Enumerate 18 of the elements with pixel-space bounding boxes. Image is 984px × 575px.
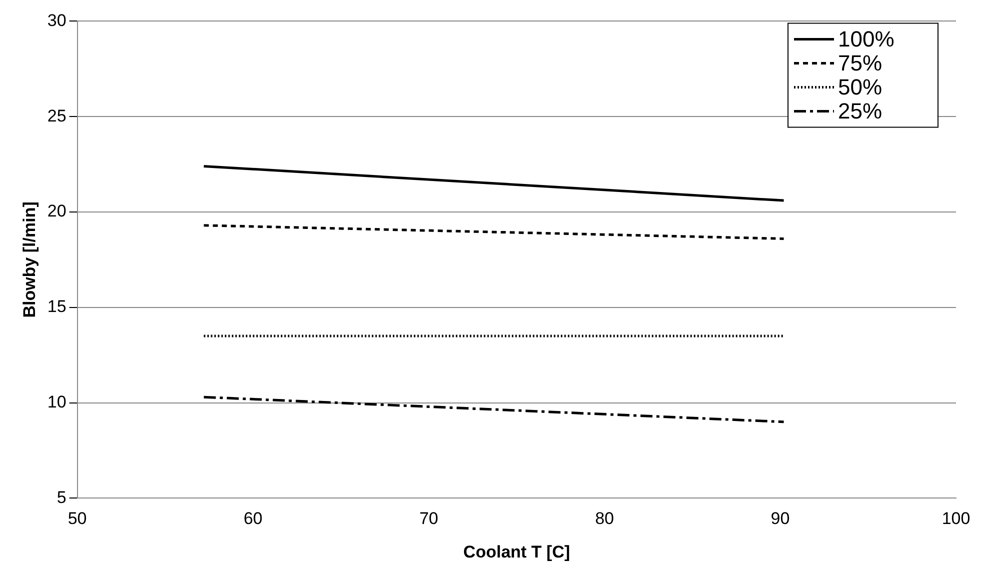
legend-label: 25% bbox=[838, 98, 882, 124]
y-tick-label: 25 bbox=[47, 106, 66, 126]
x-tick-label: 60 bbox=[244, 509, 263, 528]
x-tick-label: 50 bbox=[68, 509, 87, 528]
x-tick-label: 100 bbox=[942, 509, 970, 528]
y-tick-label: 10 bbox=[47, 392, 66, 412]
y-tick-label: 30 bbox=[47, 10, 66, 30]
y-tick-label: 15 bbox=[47, 297, 66, 316]
y-tick-label: 5 bbox=[56, 488, 66, 507]
x-axis-title: Coolant T [C] bbox=[463, 542, 570, 562]
legend-label: 50% bbox=[838, 74, 882, 100]
x-tick-label: 70 bbox=[419, 509, 438, 528]
y-tick-label: 20 bbox=[47, 202, 66, 221]
x-tick-label: 90 bbox=[770, 509, 790, 528]
y-axis-title: Blowby [l/min] bbox=[20, 202, 39, 318]
legend-label: 100% bbox=[838, 26, 894, 52]
legend-label: 75% bbox=[838, 50, 882, 76]
x-tick-label: 80 bbox=[595, 509, 614, 528]
